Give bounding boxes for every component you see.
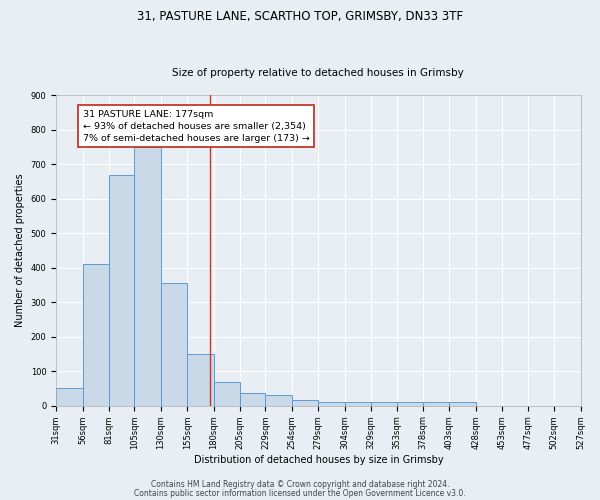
Bar <box>187 354 214 406</box>
Text: Contains HM Land Registry data © Crown copyright and database right 2024.: Contains HM Land Registry data © Crown c… <box>151 480 449 489</box>
Bar <box>265 396 292 406</box>
Y-axis label: Number of detached properties: Number of detached properties <box>15 174 25 328</box>
Bar <box>240 393 265 406</box>
Title: Size of property relative to detached houses in Grimsby: Size of property relative to detached ho… <box>172 68 464 78</box>
Bar <box>423 402 449 406</box>
Text: 31, PASTURE LANE, SCARTHO TOP, GRIMSBY, DN33 3TF: 31, PASTURE LANE, SCARTHO TOP, GRIMSBY, … <box>137 10 463 23</box>
Bar <box>397 402 423 406</box>
Text: Contains public sector information licensed under the Open Government Licence v3: Contains public sector information licen… <box>134 488 466 498</box>
Bar <box>319 402 345 406</box>
Bar <box>371 402 397 406</box>
Bar <box>134 147 161 406</box>
Bar <box>292 400 319 406</box>
Bar <box>56 388 83 406</box>
Bar <box>345 402 371 406</box>
Bar <box>161 284 187 406</box>
X-axis label: Distribution of detached houses by size in Grimsby: Distribution of detached houses by size … <box>194 455 443 465</box>
Bar <box>83 264 109 406</box>
Bar <box>109 174 134 406</box>
Bar <box>449 402 476 406</box>
Bar <box>214 382 240 406</box>
Text: 31 PASTURE LANE: 177sqm
← 93% of detached houses are smaller (2,354)
7% of semi-: 31 PASTURE LANE: 177sqm ← 93% of detache… <box>83 110 310 142</box>
